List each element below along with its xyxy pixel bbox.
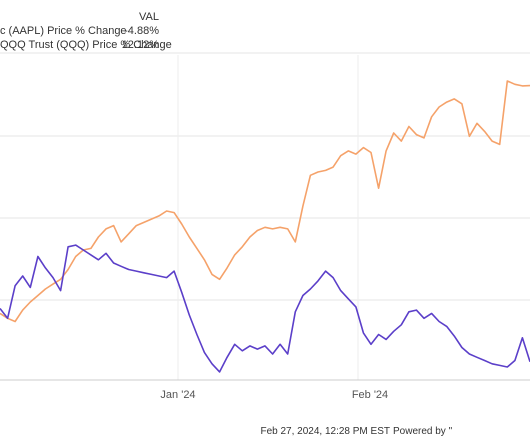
series-line-qqq	[0, 80, 530, 323]
series-line-aapl	[0, 244, 530, 373]
footer-timestamp: Feb 27, 2024, 12:28 PM EST	[260, 426, 390, 437]
footer-powered-by: Powered by "	[393, 426, 453, 437]
legend-header: VAL	[139, 11, 159, 23]
legend-series-1-value: -4.88%	[124, 25, 159, 37]
x-tick-label-1: Feb '24	[352, 389, 388, 401]
x-axis-ticks: Jan '24 Feb '24	[160, 389, 388, 401]
series-lines	[0, 80, 530, 373]
legend-series-1-name: c (AAPL) Price % Change	[0, 25, 127, 37]
x-tick-label-0: Jan '24	[160, 389, 195, 401]
legend-series-2-value: 12.12%	[122, 39, 160, 51]
legend-series-2-name: QQQ Trust (QQQ) Price % Change	[0, 39, 172, 51]
legend: VAL c (AAPL) Price % Change -4.88% QQQ T…	[0, 11, 172, 51]
chart-footer: Feb 27, 2024, 12:28 PM EST Powered by "	[260, 426, 452, 437]
